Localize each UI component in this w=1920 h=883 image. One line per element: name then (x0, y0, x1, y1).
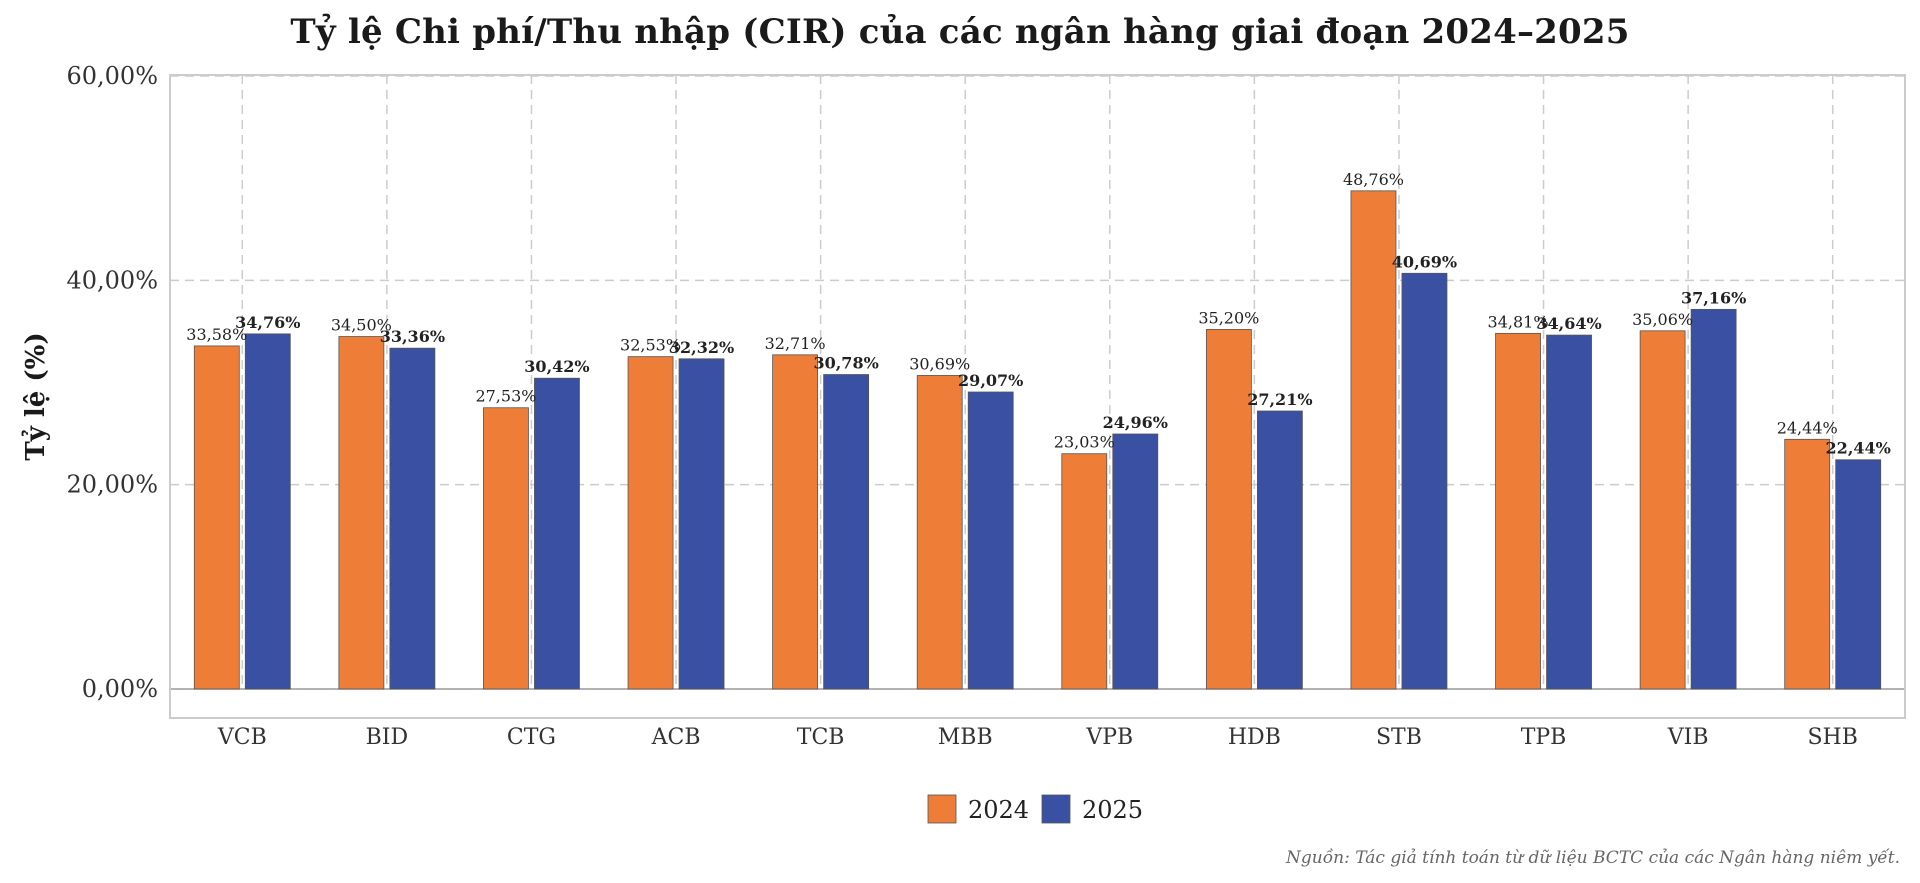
bar-2024 (193, 345, 240, 690)
y-axis-title: Tỷ lệ (%) (20, 332, 51, 460)
x-tick-label: ACB (651, 725, 701, 750)
bar-2025 (1835, 459, 1882, 690)
data-label: 48,76% (1343, 170, 1404, 189)
data-label: 22,44% (1826, 439, 1891, 458)
bar-2025 (1256, 410, 1303, 690)
y-tick-label: 40,00% (66, 266, 158, 294)
x-tick-label: TPB (1521, 725, 1567, 750)
data-label: 35,06% (1632, 310, 1693, 329)
bar-2025 (534, 377, 580, 690)
bar-2025 (1690, 308, 1737, 690)
legend-label-2024: 2024 (968, 796, 1029, 824)
y-tick-label: 20,00% (66, 471, 158, 499)
bar-2024 (627, 356, 674, 690)
data-label: 30,78% (813, 354, 878, 373)
x-tick-label: VPB (1085, 725, 1133, 750)
bar-2025 (967, 391, 1014, 690)
bar-2024 (1639, 330, 1686, 690)
bar-2024 (1784, 438, 1831, 690)
x-tick-label: HDB (1228, 725, 1281, 750)
bar-2024 (1495, 332, 1541, 690)
axis-layer: 0,00% 20,00% 40,00% 60,00% VCB BID CTG ACB TCB MB… (20, 62, 1906, 750)
data-label: 34,76% (235, 313, 300, 332)
data-label: 24,44% (1777, 418, 1838, 437)
x-tick-label: VCB (217, 725, 267, 750)
bar-2024 (916, 375, 963, 690)
data-label: 27,21% (1247, 390, 1312, 409)
bar-layer (193, 190, 1882, 690)
data-label: 24,96% (1103, 413, 1168, 432)
bar-2025 (389, 347, 436, 690)
x-tick-label: SHB (1807, 725, 1857, 750)
bar-2025 (244, 333, 291, 690)
legend: 2024 2025 (927, 794, 1143, 824)
data-label: 34,64% (1536, 314, 1601, 333)
data-label-layer: 33,58%34,76% 34,50%33,36% 27,53% 30,42% 32,5… (186, 170, 1891, 458)
data-label: 33,36% (380, 327, 445, 346)
source-note: Nguồn: Tác giả tính toán từ dữ liệu BCTC… (1286, 848, 1900, 868)
data-label: 32,32% (669, 338, 734, 357)
plot-frame (169, 74, 1906, 719)
y-tick-label: 60,00% (66, 62, 158, 90)
x-tick-label: VIB (1667, 725, 1709, 750)
data-label: 35,20% (1198, 308, 1259, 327)
bar-2025 (1112, 433, 1159, 690)
data-label: 32,53% (620, 336, 681, 355)
legend-swatch-2024 (927, 794, 957, 824)
chart-title: Tỷ lệ Chi phí/Thu nhập (CIR) của các ngâ… (290, 12, 1630, 52)
data-label: 34,81% (1488, 312, 1549, 331)
data-label: 23,03% (1054, 433, 1115, 452)
bar-2024 (338, 336, 385, 690)
data-label: 27,53% (475, 387, 536, 406)
data-label: 29,07% (958, 371, 1023, 390)
bar-2024 (772, 354, 819, 690)
legend-label-2025: 2025 (1082, 796, 1143, 824)
bar-2025 (1401, 272, 1448, 690)
data-label: 40,69% (1392, 252, 1457, 271)
bar-2024 (483, 407, 529, 690)
data-label: 37,16% (1681, 288, 1746, 307)
x-tick-label: BID (366, 725, 409, 750)
x-tick-label: TCB (797, 725, 845, 750)
bar-2024 (1350, 190, 1397, 690)
x-tick-label: STB (1376, 725, 1422, 750)
bar-2024 (1205, 328, 1252, 690)
bar-2025 (823, 374, 870, 690)
legend-swatch-2025 (1041, 794, 1071, 824)
y-tick-label: 0,00% (82, 675, 158, 703)
bar-2025 (1546, 334, 1592, 690)
data-label: 32,71% (765, 334, 826, 353)
data-label: 34,50% (331, 316, 392, 335)
bar-2024 (1061, 453, 1108, 690)
data-label: 30,69% (909, 354, 970, 373)
bar-2025 (678, 358, 725, 690)
x-tick-label: MBB (938, 725, 993, 750)
data-label: 33,58% (186, 325, 247, 344)
data-label: 30,42% (524, 357, 589, 376)
x-tick-label: CTG (507, 725, 556, 750)
